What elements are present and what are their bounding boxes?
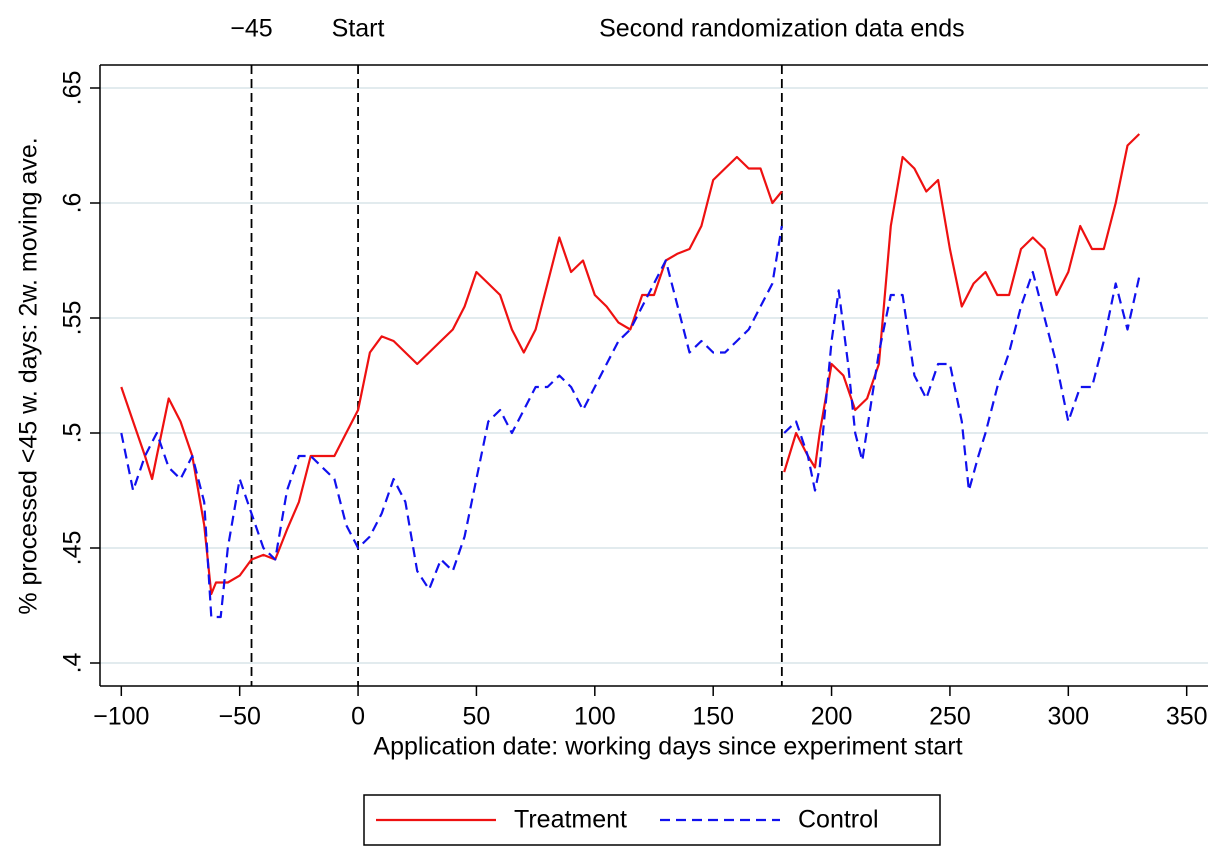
x-tick-label: −100 bbox=[93, 703, 149, 731]
y-tick-label: .45 bbox=[59, 531, 87, 566]
y-tick-label: .4 bbox=[59, 652, 87, 673]
x-tick-label: 100 bbox=[574, 703, 616, 731]
x-axis-label: Application date: working days since exp… bbox=[373, 733, 962, 761]
x-tick-label: 350 bbox=[1166, 703, 1208, 731]
y-tick-label: .5 bbox=[59, 423, 87, 444]
reference-label: −45 bbox=[230, 15, 272, 43]
y-tick-label: .55 bbox=[59, 301, 87, 336]
line-series bbox=[120, 133, 1141, 596]
legend-label: Control bbox=[798, 806, 879, 834]
y-axis-label: % processed <45 w. days: 2w. moving ave. bbox=[15, 137, 43, 614]
line-series bbox=[120, 225, 1141, 619]
reference-label: Second randomization data ends bbox=[599, 15, 965, 43]
y-tick-label: .6 bbox=[59, 193, 87, 214]
x-tick-label: 0 bbox=[351, 703, 365, 731]
x-tick-label: 250 bbox=[929, 703, 971, 731]
reference-label: Start bbox=[332, 15, 385, 43]
legend-label: Treatment bbox=[514, 806, 627, 834]
y-tick-label: .65 bbox=[59, 71, 87, 106]
x-tick-label: −50 bbox=[218, 703, 260, 731]
x-tick-label: 50 bbox=[463, 703, 491, 731]
x-tick-label: 300 bbox=[1047, 703, 1089, 731]
x-tick-label: 150 bbox=[692, 703, 734, 731]
x-tick-label: 200 bbox=[811, 703, 853, 731]
